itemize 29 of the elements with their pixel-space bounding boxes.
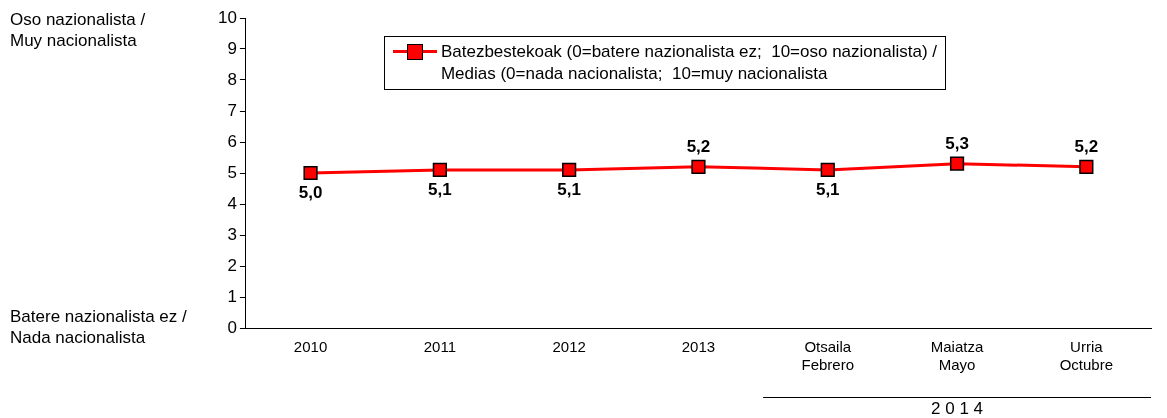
data-label: 5,1: [428, 180, 452, 200]
y-tick-label: 8: [227, 69, 237, 89]
text: Batere nazionalista ez / Nada nacionalista: [10, 306, 187, 347]
y-tick-label: 0: [227, 317, 237, 337]
y-tick-label: 10: [217, 7, 237, 27]
y-tick-label: 2: [227, 255, 237, 275]
x-tick-label: Urria Octubre: [1059, 338, 1114, 374]
data-label: 5,1: [557, 180, 581, 200]
y-tick-label: 9: [227, 38, 237, 58]
x-tick-label: Maiatza Mayo: [930, 338, 984, 374]
y-tick-label: 7: [227, 100, 237, 120]
legend-label: Batezbestekoak (0=batere nazionalista ez; 10=oso nazionalista) / Medias (0=nada nacionalista; 10=muy nacionalista: [440, 41, 938, 85]
x-tick-label: Otsaila Febrero: [801, 338, 855, 374]
data-label: 5,2: [686, 136, 711, 156]
y-tick-label: 6: [227, 131, 237, 151]
y-tick-label: 1: [227, 286, 237, 306]
text: 2 0 1 4: [931, 399, 984, 418]
x-tick-label: 2012: [552, 338, 586, 356]
data-label: 5,3: [945, 133, 969, 153]
y-tick-label: 3: [227, 224, 237, 244]
x-tick-label: 2013: [681, 338, 716, 356]
data-label: 5,0: [298, 183, 323, 203]
data-label: 5,1: [815, 180, 840, 200]
text: Oso nazionalista / Muy nacionalista: [10, 9, 146, 50]
x-tick-label: 2011: [423, 338, 456, 356]
data-label: 5,2: [1074, 136, 1099, 156]
x-tick-label: 2010: [293, 338, 328, 356]
y-tick-label: 4: [227, 193, 237, 213]
y-tick-label: 5: [227, 162, 237, 182]
